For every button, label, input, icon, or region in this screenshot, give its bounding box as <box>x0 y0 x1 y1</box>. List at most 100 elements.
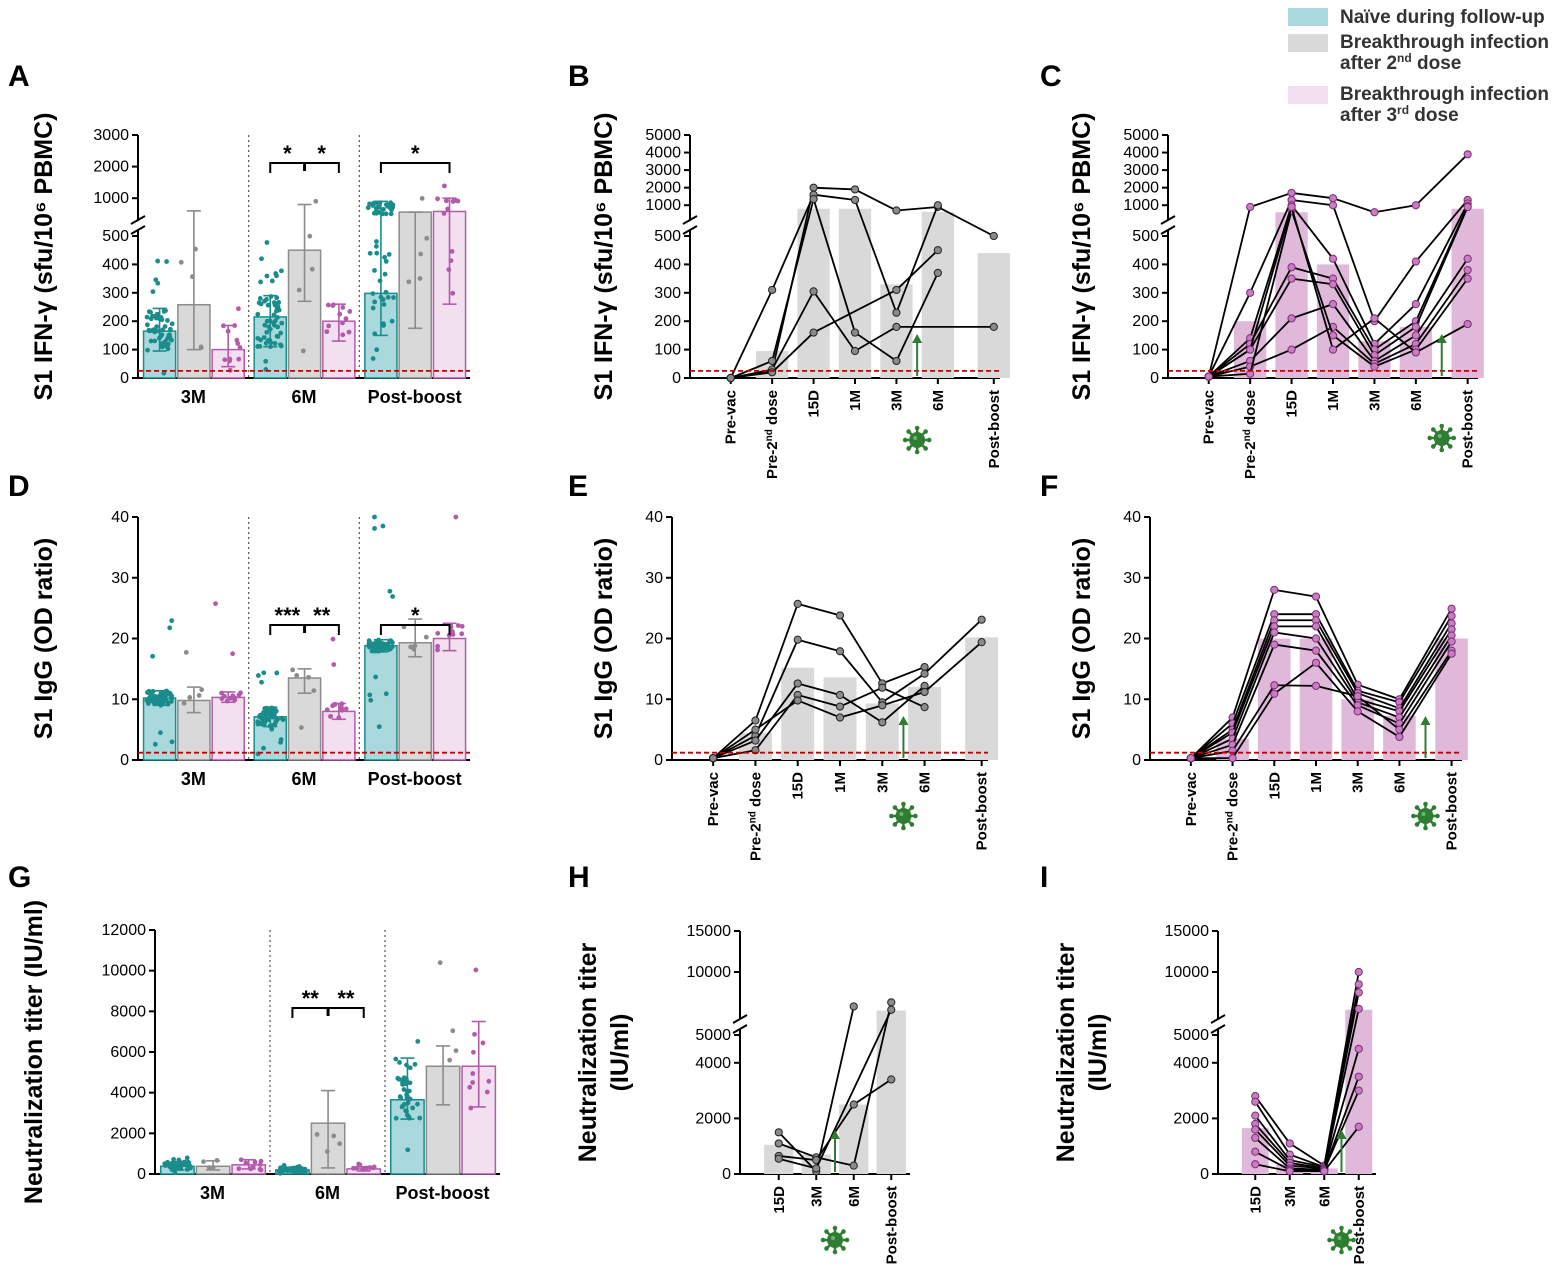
data-point <box>296 287 302 293</box>
virus-spike-tip <box>832 1249 838 1255</box>
y-tick-label: 100 <box>102 342 129 359</box>
data-point <box>1287 202 1296 212</box>
data-point <box>835 690 845 700</box>
axis-break-mark <box>682 215 698 225</box>
series-line <box>1415 153 1469 206</box>
virus-spike-tip <box>1339 1225 1344 1231</box>
data-point <box>264 273 270 279</box>
data-point <box>835 647 845 656</box>
data-point <box>370 291 376 297</box>
series-line <box>1249 192 1292 208</box>
significance-label: ** <box>302 986 320 1011</box>
data-point <box>1463 274 1472 283</box>
series-line <box>771 290 815 370</box>
data-point <box>372 299 378 305</box>
data-point <box>235 341 241 346</box>
data-point <box>380 523 386 529</box>
series-line <box>1289 1164 1325 1170</box>
series-line <box>1373 317 1417 354</box>
data-point <box>274 670 280 676</box>
data-point <box>366 638 372 644</box>
series-line <box>839 614 884 684</box>
series-line <box>881 685 926 724</box>
y-tick-label: 2000 <box>695 1110 731 1127</box>
data-point <box>1447 611 1456 621</box>
series-line <box>1332 258 1376 345</box>
data-point <box>1354 1004 1363 1014</box>
data-point <box>169 337 174 343</box>
y-tick-label: 1000 <box>645 197 681 214</box>
legend-label: Breakthrough infection <box>1340 32 1549 53</box>
data-point <box>198 344 204 350</box>
data-point <box>1246 202 1255 212</box>
x-tick-label: Pre-2nd dose <box>747 772 765 861</box>
data-point <box>144 314 150 320</box>
series-line <box>895 272 939 362</box>
data-point <box>768 285 777 295</box>
virus-spike-tip <box>824 1246 829 1251</box>
series-line <box>1290 204 1334 260</box>
virus-spike-tip <box>841 1229 846 1234</box>
axis-break-mark <box>732 1024 748 1034</box>
data-point <box>165 700 171 705</box>
x-tick-label: 3M <box>888 390 905 411</box>
legend-swatch <box>1288 8 1328 26</box>
panel-label-A: A <box>8 60 30 93</box>
virus-spike-tip <box>923 429 928 434</box>
y-tick-label: 2000 <box>1123 180 1159 197</box>
data-point <box>920 669 929 678</box>
virus-spike-tip <box>824 1229 829 1234</box>
data-point <box>171 1156 177 1162</box>
data-point <box>265 709 271 715</box>
data-point <box>372 514 377 520</box>
series-line <box>1323 1008 1360 1169</box>
data-point <box>152 741 158 747</box>
x-tick-label: Post-boost <box>1351 1186 1368 1264</box>
series-line <box>1398 641 1453 725</box>
data-point <box>415 1039 421 1044</box>
data-point <box>274 333 280 339</box>
virus-body <box>895 808 912 824</box>
chart-panel-F: 0 10 20 30 40 Pre-vac Pre-2nd dose 15D 1M 3M 6M Pos… <box>1123 509 1468 861</box>
data-point <box>424 235 430 241</box>
series-line <box>1208 360 1251 378</box>
legend-label: after 3rd dose <box>1340 103 1459 126</box>
chart-panel-G: 0 2000 4000 6000 8000 10000 12000 3M 6M Post-boos… <box>102 922 500 1203</box>
series-line <box>1332 326 1376 365</box>
series-line <box>1357 695 1400 731</box>
data-point <box>471 1049 476 1055</box>
data-point <box>278 1165 283 1171</box>
data-point <box>183 649 189 655</box>
y-tick-label: 10 <box>645 691 663 708</box>
series-line <box>1249 206 1293 350</box>
significance-label: * <box>317 141 326 166</box>
x-tick-label: 1M <box>1308 772 1325 793</box>
data-point <box>1328 280 1338 289</box>
series-line <box>1315 619 1359 694</box>
x-tick-label: 6M <box>917 772 934 793</box>
data-point <box>1354 988 1363 997</box>
data-point <box>1287 188 1296 198</box>
series-line <box>937 206 995 237</box>
data-point <box>887 998 896 1007</box>
data-point <box>726 373 735 383</box>
data-point <box>257 343 263 349</box>
data-point <box>346 329 352 335</box>
series-line <box>1357 689 1400 704</box>
virus-spot <box>1437 434 1442 438</box>
data-point <box>237 345 243 350</box>
data-point <box>255 335 261 341</box>
y-tick-label: 500 <box>1132 228 1159 245</box>
y-tick-label: 40 <box>111 509 129 526</box>
data-point <box>330 636 336 642</box>
virus-spike-tip <box>1327 1237 1332 1243</box>
y-axis-title: S1 IFN-γ (sfu/10⁶ PBMC) <box>30 113 58 401</box>
data-point <box>169 321 175 327</box>
series-line <box>1398 634 1453 718</box>
data-point <box>372 210 378 216</box>
bar <box>142 697 177 761</box>
y-tick-label: 10000 <box>1165 964 1210 981</box>
data-point <box>160 343 166 349</box>
